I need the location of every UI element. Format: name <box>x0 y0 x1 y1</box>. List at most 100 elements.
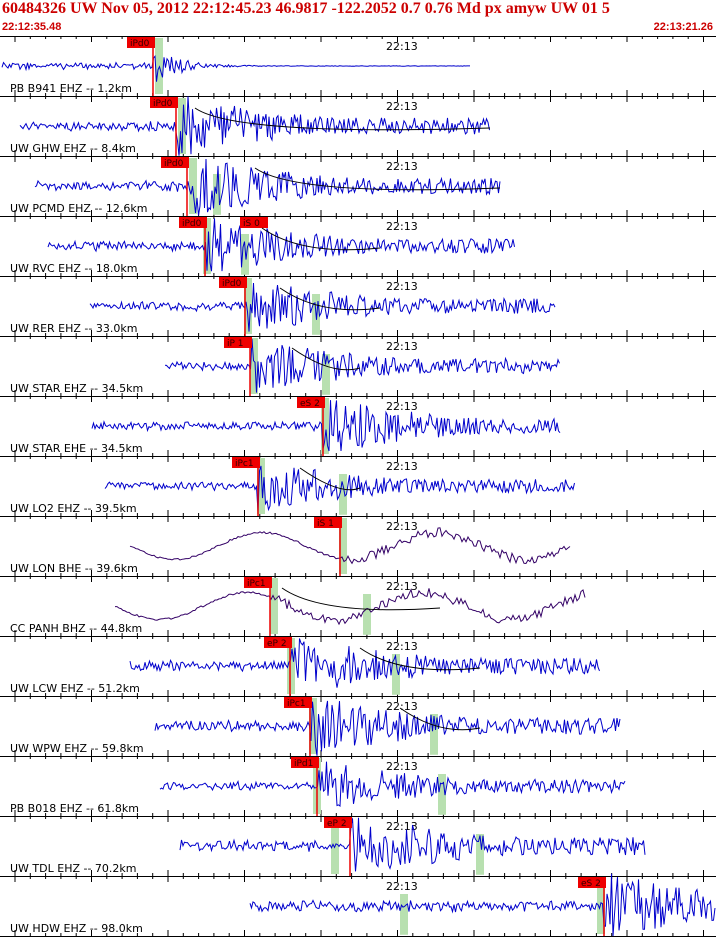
pick-window <box>430 714 438 755</box>
minute-tick-label: 22:13 <box>386 100 418 113</box>
minute-tick-label: 22:13 <box>386 700 418 713</box>
pick-label-box <box>240 217 268 228</box>
minute-tick-label: 22:13 <box>386 880 418 893</box>
pick-label-box <box>297 397 325 408</box>
pick-label: iP 1 <box>227 339 244 349</box>
start-time: 22:12:35.48 <box>2 21 62 33</box>
coda-curve <box>194 107 491 131</box>
minute-tick-label: 22:13 <box>386 460 418 473</box>
minute-tick-label: 22:13 <box>386 280 418 293</box>
station-label: UW HDW EHZ -- 98.0km <box>10 922 143 935</box>
pick-label: iPd0 <box>182 219 202 229</box>
minute-tick-label: 22:13 <box>386 400 418 413</box>
station-label: UW LON BHE -- 39.6km <box>10 562 138 575</box>
coda-curve <box>359 647 481 671</box>
pick-window <box>339 474 347 515</box>
station-label: PB B941 EHZ -- 1.2km <box>10 82 132 95</box>
waveform-trace <box>104 465 575 512</box>
pick-window <box>322 354 330 395</box>
pick-label-box <box>314 517 342 528</box>
pick-window <box>270 578 278 634</box>
station-label: UW RVC EHZ -- 18.0km <box>10 262 137 275</box>
pick-label-box <box>244 577 272 588</box>
pick-window <box>178 98 186 154</box>
station-label: UW WPW EHZ -- 59.8km <box>10 742 144 755</box>
pick-label: eP 2 <box>267 639 287 649</box>
pick-label: eP 2 <box>327 819 347 829</box>
pick-window <box>309 698 317 754</box>
header: 60484326 UW Nov 05, 2012 22:12:45.23 46.… <box>0 0 716 36</box>
station-label: UW STAR EHE -- 34.5km <box>10 442 143 455</box>
pick-label: iPc1 <box>287 699 306 709</box>
pick-label: iPd0 <box>130 39 150 49</box>
pick-label-box <box>127 37 155 48</box>
minute-tick-label: 22:13 <box>386 760 418 773</box>
minute-tick-label: 22:13 <box>386 640 418 653</box>
waveform-trace <box>34 158 501 216</box>
pick-label: iPc1 <box>235 459 254 469</box>
pick-label: iPd0 <box>153 99 173 109</box>
pick-label: iPd1 <box>294 759 313 769</box>
event-title: 60484326 UW Nov 05, 2012 22:12:45.23 46.… <box>2 0 610 17</box>
waveform-trace <box>154 700 621 756</box>
pick-window <box>392 654 400 695</box>
waveform-trace <box>115 588 586 626</box>
waveform-trace <box>164 338 560 393</box>
station-label: UW RER EHZ -- 33.0km <box>10 322 137 335</box>
pick-window <box>287 638 295 694</box>
coda-curve <box>399 707 481 731</box>
station-label: UW TDL EHZ -- 70.2km <box>10 862 137 875</box>
waveform-trace <box>1 55 470 82</box>
pick-label-box <box>219 277 247 288</box>
waveform-trace <box>91 400 561 452</box>
coda-curve <box>291 347 361 371</box>
pick-label: eS 2 <box>581 879 601 889</box>
pick-label-box <box>264 637 292 648</box>
pick-label: eS 2 <box>300 399 320 409</box>
waveform-trace <box>179 817 646 872</box>
pick-label: iPd0 <box>222 279 242 289</box>
pick-window <box>250 338 258 394</box>
pick-label: iS 0 <box>243 219 260 229</box>
pick-window <box>597 878 605 934</box>
pick-window <box>363 594 371 635</box>
pick-label-box <box>578 877 606 888</box>
pick-label: iPd0 <box>164 159 184 169</box>
pick-label-box <box>150 97 178 108</box>
waveform-trace <box>47 218 515 272</box>
waveform-trace <box>89 282 556 332</box>
minute-tick-label: 22:13 <box>386 220 418 233</box>
waveform-trace <box>129 638 600 688</box>
pick-window <box>203 218 211 274</box>
pick-window <box>321 398 329 454</box>
coda-curve <box>261 227 381 251</box>
minute-tick-label: 22:13 <box>386 340 418 353</box>
pick-label: iS 1 <box>317 519 334 529</box>
pick-label-box <box>179 217 207 228</box>
minute-tick-label: 22:13 <box>386 160 418 173</box>
waveform-trace <box>129 527 571 565</box>
minute-tick-label: 22:13 <box>386 40 418 53</box>
station-label: CC PANH BHZ -- 44.8km <box>10 622 142 635</box>
coda-curve <box>279 287 381 311</box>
waveform-trace <box>159 761 626 807</box>
station-label: PB B018 EHZ -- 61.8km <box>10 802 139 815</box>
waveform-trace <box>249 873 716 937</box>
pick-window <box>213 174 221 215</box>
station-label: UW LCW EHZ -- 51.2km <box>10 682 140 695</box>
pick-window <box>438 774 446 815</box>
end-time: 22:13:21.26 <box>653 21 713 33</box>
pick-window <box>257 458 265 514</box>
pick-window <box>189 158 197 214</box>
pick-window <box>400 894 408 935</box>
minute-tick-label: 22:13 <box>386 820 418 833</box>
seismogram-plot: 22:13 iPd0 PB B941 EHZ -- 1.2km 22:13 iPd0 UW… <box>0 36 716 937</box>
pick-window <box>155 38 163 94</box>
pick-label-box <box>291 757 319 768</box>
minute-tick-label: 22:13 <box>386 520 418 533</box>
minute-tick-label: 22:13 <box>386 580 418 593</box>
pick-label-box <box>324 817 352 828</box>
station-label: UW PCMD EHZ -- 12.6km <box>10 202 147 215</box>
coda-curve <box>254 167 501 191</box>
coda-curve <box>281 587 441 611</box>
